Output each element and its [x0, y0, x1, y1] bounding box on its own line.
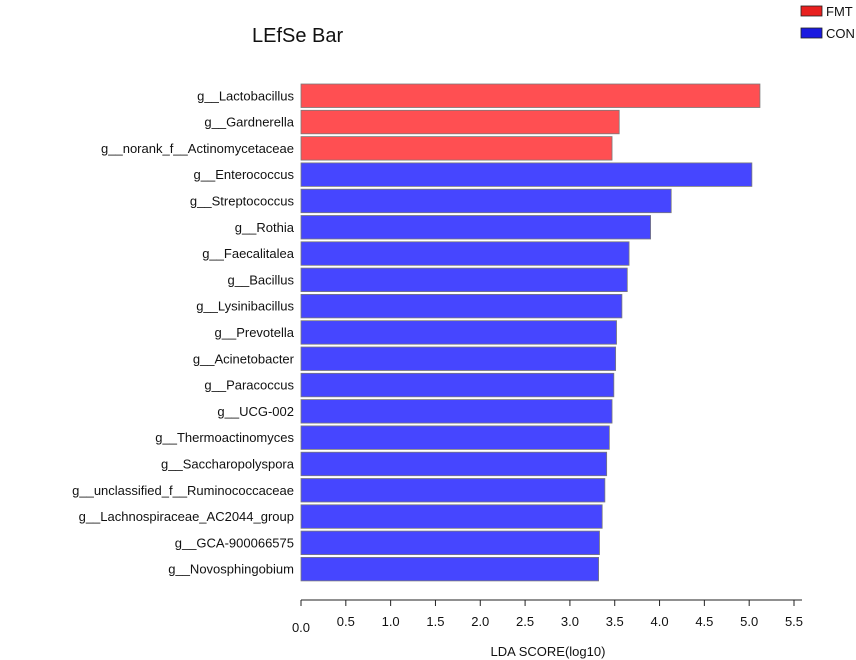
category-label: g__Saccharopolyspora: [161, 456, 295, 471]
bar-fmt: [300, 136, 613, 161]
x-tick-label: 3.0: [561, 614, 579, 629]
bar-con: [300, 162, 753, 187]
category-label: g__Enterococcus: [194, 167, 295, 182]
bars-group: [300, 83, 761, 582]
bar-con: [300, 478, 606, 503]
category-label: g__Faecalitalea: [202, 246, 295, 261]
category-label: g__Gardnerella: [204, 115, 294, 130]
bar-con: [300, 451, 608, 477]
bar-con: [300, 267, 628, 293]
category-label: g__Novosphingobium: [168, 562, 294, 577]
category-label: g__Paracoccus: [204, 378, 294, 393]
x-axis: 0.0 0.5 1.0 1.5 2.0 2.5 3.0 3.5 4.0 4.5 5.0 5.5: [292, 599, 803, 635]
category-label: g__GCA-900066575: [175, 535, 294, 550]
bar-con: [300, 320, 617, 345]
x-tick-label: 0.0: [292, 620, 310, 635]
bar-fmt: [300, 109, 620, 135]
bar-con: [300, 293, 623, 319]
category-label: g__Rothia: [235, 220, 295, 235]
category-label: g__Streptococcus: [190, 193, 295, 208]
category-label: g__Lysinibacillus: [196, 299, 294, 314]
legend: FMT CON: [800, 4, 855, 41]
legend-swatch-fmt: [800, 5, 823, 17]
category-label: g__Prevotella: [215, 325, 295, 340]
bar-con: [300, 372, 615, 398]
legend-label-con: CON: [826, 26, 855, 41]
chart-title: LEfSe Bar: [252, 25, 344, 47]
bar-con: [300, 425, 610, 450]
x-axis-title: LDA SCORE(log10): [491, 644, 606, 659]
bar-con: [300, 530, 600, 555]
bar-con: [300, 504, 603, 529]
category-label: g__unclassified_f__Ruminococcaceae: [72, 483, 294, 498]
legend-label-fmt: FMT: [826, 4, 853, 19]
category-label: g__Acinetobacter: [193, 351, 295, 366]
bar-con: [300, 215, 651, 240]
x-tick-label: 0.5: [337, 614, 355, 629]
category-label: g__Thermoactinomyces: [155, 430, 294, 445]
legend-swatch-con: [800, 27, 823, 39]
bar-fmt: [300, 83, 761, 108]
x-tick-label: 1.5: [426, 614, 444, 629]
x-tick-label: 5.5: [785, 614, 803, 629]
category-label: g__Bacillus: [228, 272, 295, 287]
bar-con: [300, 188, 672, 214]
bar-con: [300, 557, 599, 582]
x-tick-label: 1.0: [382, 614, 400, 629]
x-tick-label: 5.0: [740, 614, 758, 629]
bar-con: [300, 346, 617, 371]
x-tick-label: 4.0: [651, 614, 669, 629]
category-label: g__Lactobacillus: [197, 88, 294, 103]
bar-con: [300, 241, 630, 266]
category-label: g__UCG-002: [217, 404, 294, 419]
bar-con: [300, 399, 613, 424]
x-tick-label: 2.0: [471, 614, 489, 629]
x-tick-label: 4.5: [695, 614, 713, 629]
category-label: g__Lachnospiraceae_AC2044_group: [79, 509, 294, 524]
x-tick-label: 3.5: [606, 614, 624, 629]
category-label: g__norank_f__Actinomycetaceae: [101, 141, 294, 156]
category-labels: g__Lactobacillus g__Gardnerella g__norank_…: [72, 88, 295, 576]
x-tick-label: 2.5: [516, 614, 534, 629]
